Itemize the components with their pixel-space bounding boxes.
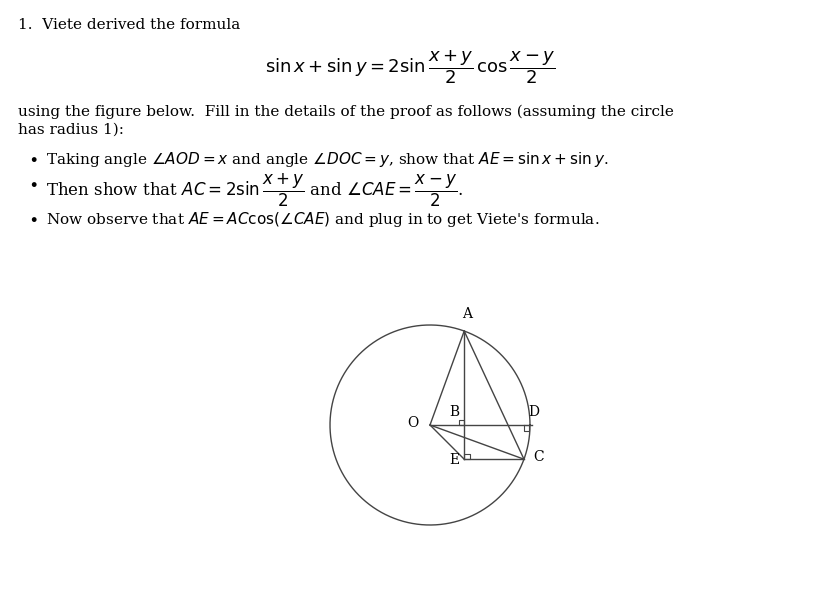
Text: Then show that $AC = 2\sin\dfrac{x+y}{2}$ and $\angle CAE = \dfrac{x-y}{2}$.: Then show that $AC = 2\sin\dfrac{x+y}{2}… [46, 172, 463, 209]
Text: O: O [408, 416, 419, 430]
Text: $\sin x + \sin y = 2\sin\dfrac{x+y}{2}\,\cos\dfrac{x-y}{2}$: $\sin x + \sin y = 2\sin\dfrac{x+y}{2}\,… [265, 48, 555, 85]
Text: 1.  Viete derived the formula: 1. Viete derived the formula [18, 18, 240, 32]
Text: $\bullet$: $\bullet$ [28, 210, 38, 227]
Text: $\bullet$: $\bullet$ [28, 150, 38, 167]
Text: using the figure below.  Fill in the details of the proof as follows (assuming t: using the figure below. Fill in the deta… [18, 105, 674, 120]
Text: A: A [462, 307, 473, 321]
Text: Now observe that $AE = AC\cos(\angle CAE)$ and plug in to get Viete's formula.: Now observe that $AE = AC\cos(\angle CAE… [46, 210, 600, 229]
Text: E: E [449, 453, 459, 467]
Text: $\bullet$: $\bullet$ [28, 175, 38, 192]
Text: has radius 1):: has radius 1): [18, 123, 124, 137]
Text: D: D [528, 405, 539, 419]
Text: C: C [533, 450, 544, 464]
Text: B: B [449, 405, 459, 419]
Text: Taking angle $\angle AOD = x$ and angle $\angle DOC = y$, show that $AE = \sin x: Taking angle $\angle AOD = x$ and angle … [46, 150, 609, 169]
